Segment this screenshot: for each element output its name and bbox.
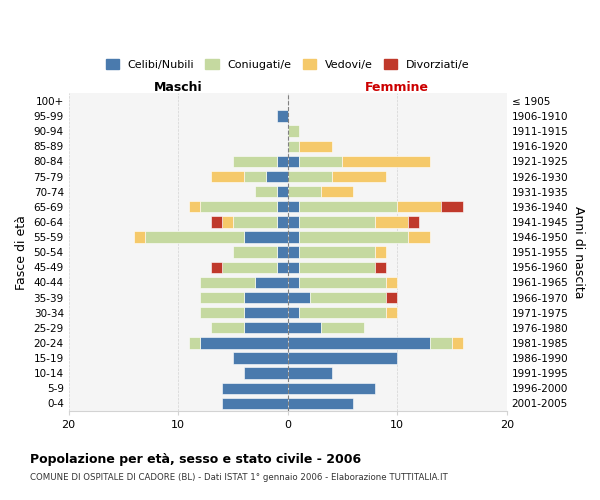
Bar [233, 246, 277, 258]
Bar [430, 337, 452, 348]
Bar [376, 216, 408, 228]
Legend: Celibi/Nubili, Coniugati/e, Vedovi/e, Divorziati/e: Celibi/Nubili, Coniugati/e, Vedovi/e, Di… [101, 54, 475, 74]
Bar [233, 352, 287, 364]
Bar [452, 337, 463, 348]
Bar [408, 232, 430, 242]
Bar [222, 262, 277, 273]
Bar [244, 292, 287, 303]
Bar [222, 398, 287, 409]
Bar [200, 292, 244, 303]
Bar [287, 398, 353, 409]
Bar [244, 322, 287, 334]
Bar [277, 201, 287, 212]
Text: Femmine: Femmine [365, 81, 429, 94]
Bar [233, 216, 277, 228]
Bar [287, 276, 299, 288]
Bar [287, 292, 310, 303]
Bar [200, 307, 244, 318]
Bar [386, 292, 397, 303]
Bar [299, 276, 386, 288]
Bar [287, 262, 299, 273]
Bar [287, 246, 299, 258]
Bar [200, 276, 255, 288]
Y-axis label: Anni di nascita: Anni di nascita [572, 206, 585, 298]
Y-axis label: Fasce di età: Fasce di età [15, 214, 28, 290]
Bar [211, 216, 222, 228]
Bar [277, 110, 287, 122]
Bar [277, 186, 287, 198]
Bar [287, 140, 299, 152]
Bar [287, 368, 331, 379]
Bar [320, 186, 353, 198]
Bar [222, 216, 233, 228]
Bar [255, 276, 287, 288]
Bar [331, 171, 386, 182]
Bar [299, 140, 332, 152]
Bar [287, 337, 430, 348]
Bar [134, 232, 145, 242]
Text: COMUNE DI OSPITALE DI CADORE (BL) - Dati ISTAT 1° gennaio 2006 - Elaborazione TU: COMUNE DI OSPITALE DI CADORE (BL) - Dati… [30, 472, 448, 482]
Bar [266, 171, 287, 182]
Bar [200, 337, 287, 348]
Bar [287, 352, 397, 364]
Bar [343, 156, 430, 167]
Bar [287, 156, 299, 167]
Text: Maschi: Maschi [154, 81, 202, 94]
Bar [244, 368, 287, 379]
Bar [287, 232, 299, 242]
Bar [244, 232, 287, 242]
Bar [299, 246, 376, 258]
Bar [189, 201, 200, 212]
Bar [277, 216, 287, 228]
Bar [277, 262, 287, 273]
Bar [299, 262, 376, 273]
Text: Popolazione per età, sesso e stato civile - 2006: Popolazione per età, sesso e stato civil… [30, 452, 361, 466]
Bar [200, 201, 277, 212]
Bar [299, 232, 408, 242]
Bar [287, 126, 299, 137]
Bar [222, 382, 287, 394]
Bar [287, 186, 320, 198]
Bar [287, 201, 299, 212]
Bar [376, 262, 386, 273]
Bar [233, 156, 277, 167]
Bar [408, 216, 419, 228]
Bar [189, 337, 200, 348]
Bar [244, 171, 266, 182]
Bar [376, 246, 386, 258]
Bar [386, 307, 397, 318]
Bar [299, 307, 386, 318]
Bar [211, 171, 244, 182]
Bar [287, 322, 320, 334]
Bar [287, 171, 331, 182]
Bar [299, 216, 376, 228]
Bar [244, 307, 287, 318]
Bar [211, 262, 222, 273]
Bar [255, 186, 277, 198]
Bar [320, 322, 364, 334]
Bar [287, 307, 299, 318]
Bar [287, 216, 299, 228]
Bar [299, 156, 343, 167]
Bar [287, 382, 376, 394]
Bar [277, 156, 287, 167]
Bar [441, 201, 463, 212]
Bar [386, 276, 397, 288]
Bar [299, 201, 397, 212]
Bar [310, 292, 386, 303]
Bar [211, 322, 244, 334]
Bar [277, 246, 287, 258]
Bar [397, 201, 441, 212]
Bar [145, 232, 244, 242]
